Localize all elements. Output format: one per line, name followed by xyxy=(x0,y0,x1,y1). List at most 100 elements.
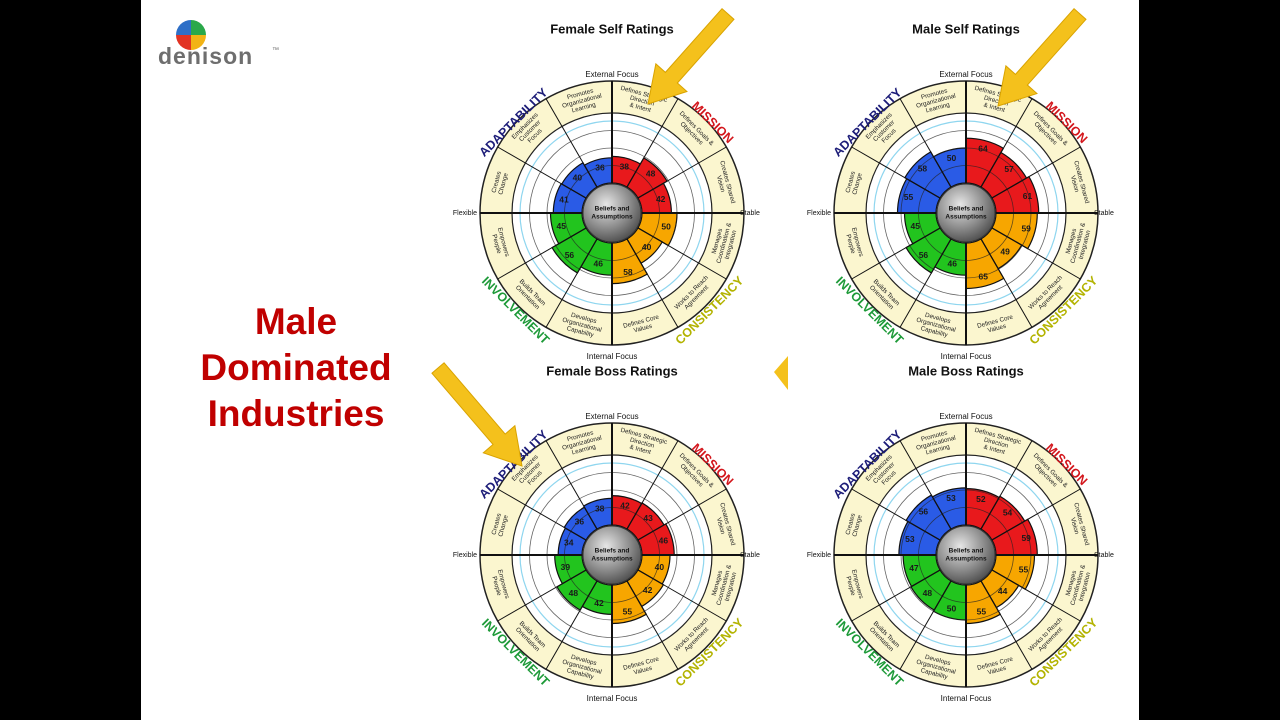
segment-divider xyxy=(991,227,1081,280)
segment-divider xyxy=(637,569,727,622)
value-label: 45 xyxy=(557,221,567,231)
value-label: 48 xyxy=(569,588,579,598)
center-label: Beliefs and xyxy=(949,548,984,555)
value-label: 61 xyxy=(1023,191,1033,201)
category-line: People xyxy=(490,234,502,255)
axis-label: Flexible xyxy=(453,210,477,217)
value-label: 45 xyxy=(911,221,921,231)
value-label: 38 xyxy=(595,503,605,513)
center-label: Beliefs and xyxy=(595,206,630,213)
value-label: 54 xyxy=(1003,508,1013,518)
value-label: 55 xyxy=(1019,565,1029,575)
value-label: 39 xyxy=(561,562,571,572)
segment-divider xyxy=(497,146,587,199)
segment-divider xyxy=(991,146,1081,199)
segment-divider xyxy=(991,488,1081,541)
value-label: 55 xyxy=(623,607,633,617)
axis-label: Stable xyxy=(740,552,760,559)
pointer-arrow xyxy=(997,7,1087,107)
value-label: 40 xyxy=(655,562,665,572)
center-ball xyxy=(582,525,642,585)
axis-label: Internal Focus xyxy=(587,352,638,361)
axis-label: Stable xyxy=(740,210,760,217)
category-line: Values xyxy=(633,665,653,677)
axis-label: Internal Focus xyxy=(941,352,992,361)
value-label: 50 xyxy=(947,603,957,613)
segment-divider xyxy=(626,580,679,670)
value-label: 46 xyxy=(593,259,603,269)
value-label: 49 xyxy=(1000,246,1010,256)
value-label: 56 xyxy=(919,250,929,260)
value-label: 34 xyxy=(564,538,574,548)
axis-label: External Focus xyxy=(585,412,638,421)
logo-piece xyxy=(176,35,191,50)
value-label: 46 xyxy=(947,259,957,269)
segment-divider xyxy=(899,238,952,328)
heading-line: Industries xyxy=(208,393,385,434)
segment-divider xyxy=(980,238,1033,328)
category-line: Values xyxy=(987,665,1007,677)
category-line: People xyxy=(844,576,856,597)
value-label: 55 xyxy=(904,192,914,202)
axis-label: External Focus xyxy=(585,70,638,79)
segment-divider xyxy=(545,98,598,188)
segment-divider xyxy=(991,569,1081,622)
value-label: 42 xyxy=(620,501,630,511)
category-line: Vision xyxy=(715,517,726,536)
value-label: 58 xyxy=(918,164,928,174)
axis-label: Flexible xyxy=(807,210,831,217)
center-label: Beliefs and xyxy=(949,206,984,213)
value-label: 40 xyxy=(573,173,583,183)
chart-title: Male Boss Ratings xyxy=(908,363,1024,378)
value-label: 56 xyxy=(919,507,929,517)
center-label: Assumptions xyxy=(591,214,633,221)
logo-mark: ™ xyxy=(272,47,279,54)
segment-divider xyxy=(637,227,727,280)
value-label: 38 xyxy=(620,161,630,171)
heading-line: Male xyxy=(255,301,337,342)
category-line: Vision xyxy=(715,175,726,194)
category-line: Vision xyxy=(1069,175,1080,194)
value-label: 36 xyxy=(575,517,585,527)
center-label: Assumptions xyxy=(945,214,987,221)
heading-line: Dominated xyxy=(200,347,391,388)
segment-divider xyxy=(626,238,679,328)
segment-divider xyxy=(851,146,941,199)
center-ball xyxy=(936,183,996,243)
segment-divider xyxy=(851,569,941,622)
value-label: 50 xyxy=(947,153,957,163)
value-label: 48 xyxy=(646,169,656,179)
pointer-arrow xyxy=(774,356,788,390)
value-label: 50 xyxy=(661,222,671,232)
segment-divider xyxy=(851,227,941,280)
segment-divider xyxy=(980,98,1033,188)
value-label: 65 xyxy=(978,271,988,281)
segment-divider xyxy=(626,98,679,188)
arrows xyxy=(431,7,1087,467)
segment-divider xyxy=(497,227,587,280)
axis-label: External Focus xyxy=(939,70,992,79)
segment-divider xyxy=(545,440,598,530)
value-label: 41 xyxy=(559,194,569,204)
category-line: Values xyxy=(987,323,1007,335)
value-label: 36 xyxy=(595,163,605,173)
pointer-arrow xyxy=(431,362,523,467)
value-label: 55 xyxy=(977,607,987,617)
segment-divider xyxy=(980,440,1033,530)
segment-divider xyxy=(899,580,952,670)
center-label: Assumptions xyxy=(591,556,633,563)
segment-divider xyxy=(637,488,727,541)
value-label: 58 xyxy=(623,267,633,277)
segment-divider xyxy=(899,440,952,530)
segment-divider xyxy=(637,146,727,199)
value-label: 44 xyxy=(998,586,1008,596)
value-label: 53 xyxy=(905,534,915,544)
axis-label: Flexible xyxy=(453,552,477,559)
axis-label: Stable xyxy=(1094,210,1114,217)
segment-divider xyxy=(626,440,679,530)
center-ball xyxy=(582,183,642,243)
